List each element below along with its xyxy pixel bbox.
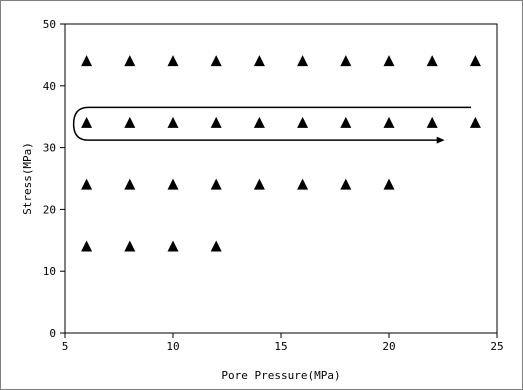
- data-point-triangle: [340, 55, 352, 67]
- data-point-triangle: [253, 178, 265, 190]
- y-tick-label: 10: [43, 265, 56, 278]
- y-axis-title: Stress(MPa): [21, 142, 34, 215]
- data-point-triangle: [81, 55, 93, 67]
- y-tick-label: 20: [43, 203, 56, 216]
- data-point-triangle: [469, 116, 481, 128]
- y-tick-label: 50: [43, 18, 56, 31]
- x-tick-label: 5: [62, 340, 69, 353]
- data-point-triangle: [469, 55, 481, 67]
- y-tick-label: 30: [43, 142, 56, 155]
- data-point-triangle: [81, 116, 93, 128]
- data-point-triangle: [210, 55, 222, 67]
- y-tick-label: 40: [43, 80, 56, 93]
- data-point-triangle: [81, 178, 93, 190]
- data-point-triangle: [297, 178, 309, 190]
- data-point-triangle: [124, 178, 136, 190]
- data-point-triangle: [426, 116, 438, 128]
- data-point-triangle: [253, 116, 265, 128]
- data-point-triangle: [124, 55, 136, 67]
- data-point-triangle: [210, 116, 222, 128]
- data-point-triangle: [340, 116, 352, 128]
- data-point-triangle: [81, 240, 93, 252]
- data-point-triangle: [297, 116, 309, 128]
- loading-path-line: [72, 106, 472, 141]
- data-point-triangle: [167, 55, 179, 67]
- data-point-triangle: [340, 178, 352, 190]
- data-point-triangle: [426, 55, 438, 67]
- data-point-triangle: [124, 240, 136, 252]
- data-point-triangle: [210, 178, 222, 190]
- data-point-triangle: [167, 178, 179, 190]
- data-point-triangle: [383, 55, 395, 67]
- x-tick-label: 10: [166, 340, 179, 353]
- data-point-triangle: [167, 116, 179, 128]
- data-point-triangle: [297, 55, 309, 67]
- data-point-triangle: [210, 240, 222, 252]
- data-point-triangle: [253, 55, 265, 67]
- x-axis-title: Pore Pressure(MPa): [221, 369, 340, 382]
- y-tick-label: 0: [49, 327, 56, 340]
- arrowhead-icon: [436, 136, 445, 144]
- data-point-triangle: [124, 116, 136, 128]
- x-tick-label: 15: [274, 340, 287, 353]
- plot-area: [64, 23, 498, 334]
- x-tick-label: 25: [490, 340, 503, 353]
- data-point-triangle: [383, 116, 395, 128]
- data-point-triangle: [383, 178, 395, 190]
- x-tick-label: 20: [382, 340, 395, 353]
- data-point-triangle: [167, 240, 179, 252]
